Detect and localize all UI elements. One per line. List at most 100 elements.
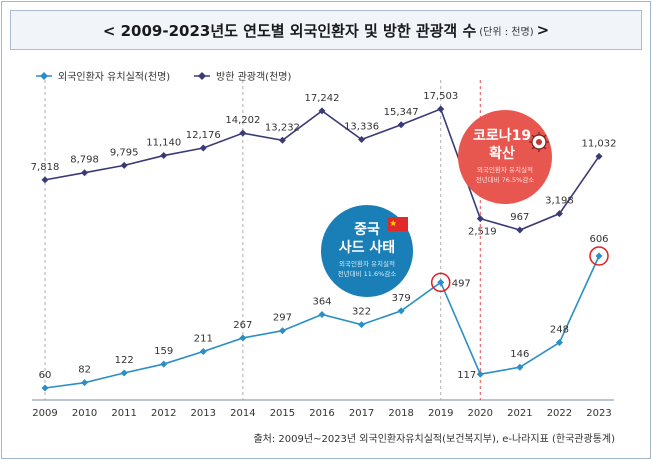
visitors-value-label: 14,202 [225, 115, 260, 126]
visitors-point-2021 [516, 226, 524, 234]
virus-icon-spike [531, 134, 535, 138]
visitors-point-2014 [239, 129, 247, 137]
china-bubble-body-1: 외국인환자 유치실적 [339, 259, 395, 268]
patients-point-2023 [595, 252, 603, 260]
corona-bubble-title-1: 코로나19 [473, 128, 531, 144]
patients-point-2020 [476, 370, 484, 378]
patients-point-2021 [516, 363, 524, 371]
patients-point-2015 [278, 327, 286, 335]
visitors-point-2016 [318, 107, 326, 115]
legend-patients-label: 외국인환자 유치실적(천명) [58, 71, 170, 83]
patients-point-2014 [239, 334, 247, 342]
china-flag-icon [388, 217, 408, 231]
x-tick-label: 2023 [586, 408, 611, 419]
x-tick-label: 2022 [547, 408, 572, 419]
chart-title: < 2009-2023년도 연도별 외국인환자 및 방한 관광객 수 [102, 21, 477, 40]
visitors-value-label: 967 [510, 212, 529, 223]
patients-series-line [44, 255, 600, 389]
corona-bubble [458, 110, 552, 204]
corona-bubble-body-2: 전년대비 76.5%감소 [476, 175, 535, 184]
patients-value-label: 248 [550, 325, 569, 336]
patients-point-2013 [199, 347, 207, 355]
visitors-value-label: 8,798 [70, 155, 99, 166]
patients-value-label: 606 [589, 234, 608, 245]
visitors-value-label: 3,198 [545, 196, 574, 207]
patients-point-2009 [41, 384, 49, 392]
visitors-value-label: 13,336 [344, 121, 379, 132]
patients-point-2011 [120, 369, 128, 377]
visitors-point-2011 [120, 161, 128, 169]
patients-value-label: 159 [154, 346, 173, 357]
x-tick-label: 2017 [349, 408, 374, 419]
x-tick-label: 2009 [32, 408, 57, 419]
china-bubble-title-2: 사드 사태 [339, 240, 395, 256]
virus-icon-spike [543, 146, 547, 150]
patients-value-label: 211 [194, 333, 213, 344]
virus-icon-spike [543, 134, 547, 138]
visitors-point-2012 [160, 152, 168, 160]
chart-title-bar: < 2009-2023년도 연도별 외국인환자 및 방한 관광객 수 (단위 :… [10, 10, 642, 50]
x-tick-label: 2021 [507, 408, 532, 419]
virus-icon-spike [531, 146, 535, 150]
chart-unit: (단위 : 천명) [479, 26, 534, 38]
patients-value-label: 146 [510, 349, 529, 360]
corona-bubble-title-2: 확산 [489, 145, 515, 162]
visitors-value-label: 15,347 [384, 107, 419, 118]
chart-title-close: > [536, 21, 550, 39]
legend-patients-marker [40, 72, 48, 80]
visitors-point-2019 [437, 105, 445, 113]
visitors-value-label: 11,140 [146, 138, 181, 149]
patients-value-label: 82 [78, 365, 91, 376]
patients-value-label: 322 [352, 307, 371, 318]
patients-value-label: 117 [457, 370, 476, 381]
china-flag-star [390, 220, 397, 226]
visitors-point-2022 [555, 210, 563, 218]
corona-bubble-body-1: 외국인환자 유치실적 [477, 165, 533, 174]
patients-value-label: 379 [392, 293, 411, 304]
patients-value-label: 297 [273, 313, 292, 324]
legend-visitors-marker [198, 72, 206, 80]
x-tick-label: 2016 [309, 408, 334, 419]
visitors-point-2020 [476, 215, 484, 223]
patients-value-label: 60 [39, 370, 52, 381]
virus-icon-core [536, 139, 542, 145]
patients-point-2012 [160, 360, 168, 368]
visitors-value-label: 13,232 [265, 122, 300, 133]
x-tick-label: 2015 [270, 408, 295, 419]
patients-point-2018 [397, 307, 405, 315]
visitors-value-label: 11,032 [582, 138, 617, 149]
x-tick-label: 2010 [72, 408, 97, 419]
visitors-value-label: 7,818 [31, 162, 60, 173]
highlight-circle-2023 [589, 246, 609, 266]
visitors-value-label: 9,795 [110, 147, 139, 158]
patients-value-label: 267 [233, 320, 252, 331]
x-tick-label: 2018 [388, 408, 413, 419]
visitors-point-2017 [358, 135, 366, 143]
source-note: 출처: 2009년~2023년 외국인환자유치실적(보건복지부), e-나라지표… [253, 433, 615, 445]
patients-point-2016 [318, 311, 326, 319]
visitors-point-2023 [595, 152, 603, 160]
x-tick-label: 2013 [191, 408, 216, 419]
patients-point-2017 [358, 321, 366, 329]
visitors-value-label: 12,176 [186, 130, 221, 141]
patients-value-label: 364 [312, 297, 331, 308]
visitors-point-2015 [278, 136, 286, 144]
patients-point-2019 [437, 278, 445, 286]
patients-point-2010 [81, 379, 89, 387]
visitors-point-2013 [199, 144, 207, 152]
china-bubble-body-2: 전년대비 11.6%감소 [338, 269, 397, 278]
visitors-point-2010 [81, 169, 89, 177]
highlight-circle-2019 [430, 272, 451, 293]
legend-visitors-label: 방한 관광객(천명) [216, 71, 291, 83]
patients-value-label: 497 [452, 278, 471, 289]
x-tick-label: 2014 [230, 408, 255, 419]
visitors-value-label: 17,503 [423, 91, 458, 102]
x-tick-label: 2011 [111, 408, 136, 419]
china-bubble-title-1: 중국 [354, 222, 380, 238]
visitors-value-label: 2,519 [468, 227, 497, 238]
patients-value-label: 122 [115, 355, 134, 366]
visitors-value-label: 17,242 [305, 93, 340, 104]
x-tick-label: 2019 [428, 408, 453, 419]
